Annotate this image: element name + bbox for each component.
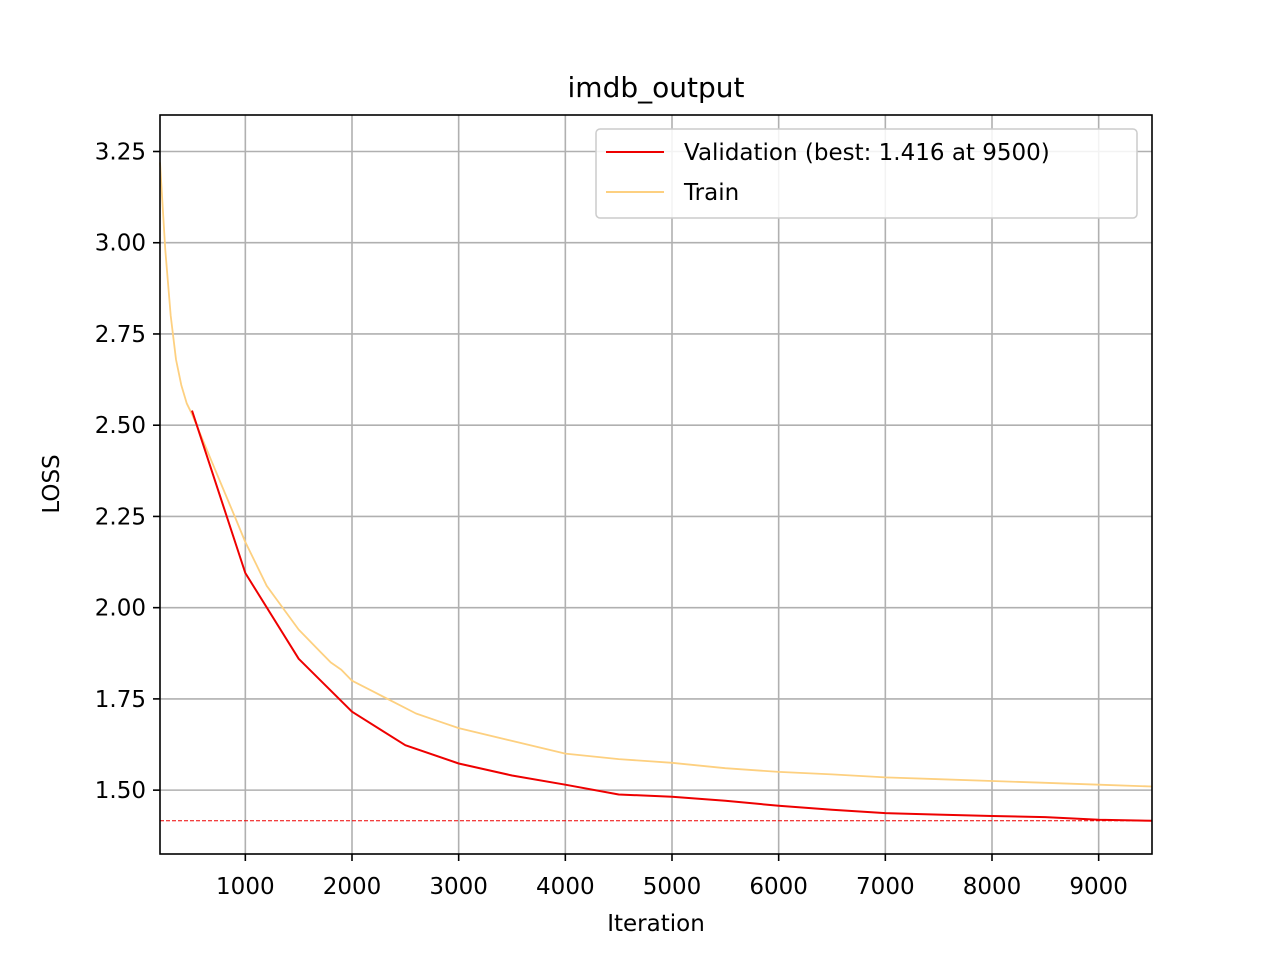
x-tick-label: 7000 xyxy=(856,874,915,900)
legend-box xyxy=(595,128,1138,219)
y-tick-label: 2.75 xyxy=(95,322,146,348)
y-tick-label: 2.50 xyxy=(95,413,146,439)
x-tick-label: 2000 xyxy=(323,874,382,900)
x-tick-label: 1000 xyxy=(216,874,275,900)
legend: Validation (best: 1.416 at 9500) Train xyxy=(595,128,1138,219)
y-tick-label: 3.25 xyxy=(95,139,146,165)
y-tick-label: 2.25 xyxy=(95,504,146,530)
grid xyxy=(160,115,1152,854)
x-axis-title: Iteration xyxy=(607,911,705,937)
x-tick-label: 6000 xyxy=(749,874,808,900)
axis-ticks: 1000 2000 3000 4000 5000 6000 7000 8000 9000 1.50… xyxy=(95,139,1128,900)
y-tick-label: 1.75 xyxy=(95,687,146,713)
x-tick-label: 9000 xyxy=(1069,874,1128,900)
validation-line xyxy=(191,410,1153,822)
y-tick-label: 1.50 xyxy=(95,778,146,804)
y-axis-title: LOSS xyxy=(39,454,65,513)
x-tick-label: 8000 xyxy=(963,874,1022,900)
y-tick-label: 3.00 xyxy=(95,231,146,257)
x-tick-label: 4000 xyxy=(536,874,595,900)
legend-label-train: Train xyxy=(683,180,739,206)
chart-title: imdb_output xyxy=(568,71,745,104)
legend-label-validation: Validation (best: 1.416 at 9500) xyxy=(684,140,1050,166)
plot-frame xyxy=(159,114,1153,855)
series-lines xyxy=(159,162,1153,822)
x-tick-label: 3000 xyxy=(429,874,488,900)
x-tick-label: 5000 xyxy=(643,874,702,900)
y-tick-label: 2.00 xyxy=(95,596,146,622)
